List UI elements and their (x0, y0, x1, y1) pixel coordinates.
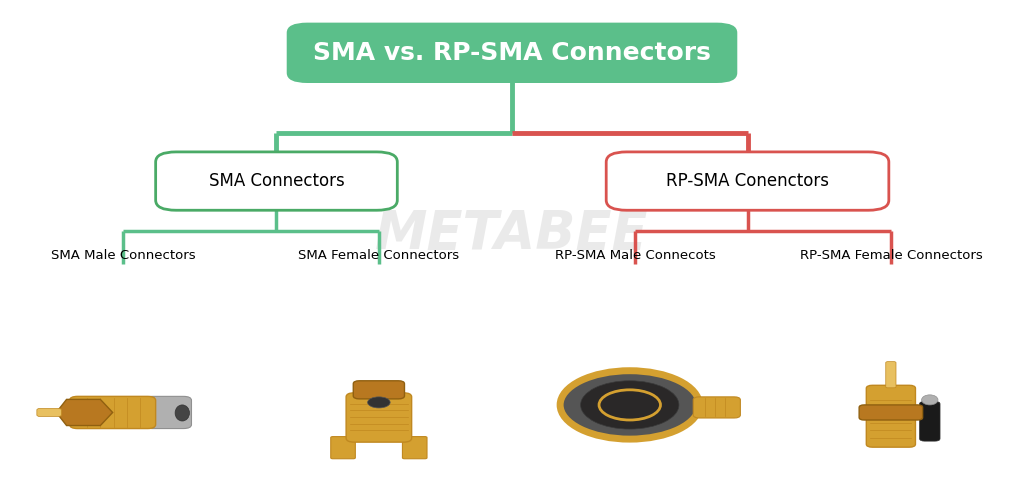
Circle shape (581, 381, 679, 429)
Polygon shape (56, 399, 113, 426)
Text: SMA Male Connectors: SMA Male Connectors (50, 248, 196, 262)
FancyBboxPatch shape (353, 381, 404, 399)
FancyBboxPatch shape (402, 437, 427, 459)
Text: SMA vs. RP-SMA Connectors: SMA vs. RP-SMA Connectors (313, 41, 711, 65)
Ellipse shape (175, 405, 189, 421)
Text: METABEE: METABEE (375, 208, 649, 260)
FancyBboxPatch shape (693, 397, 740, 418)
Text: SMA Connectors: SMA Connectors (209, 172, 344, 190)
FancyBboxPatch shape (606, 152, 889, 210)
Text: RP-SMA Male Connecots: RP-SMA Male Connecots (555, 248, 715, 262)
Ellipse shape (368, 397, 390, 408)
Text: RP-SMA Conenctors: RP-SMA Conenctors (666, 172, 829, 190)
FancyBboxPatch shape (37, 408, 61, 416)
Circle shape (560, 371, 699, 439)
FancyBboxPatch shape (70, 396, 156, 429)
Text: RP-SMA Female Connectors: RP-SMA Female Connectors (800, 248, 982, 262)
FancyBboxPatch shape (866, 385, 915, 447)
Ellipse shape (922, 395, 938, 405)
FancyBboxPatch shape (287, 23, 737, 83)
FancyBboxPatch shape (886, 362, 896, 388)
FancyBboxPatch shape (331, 437, 355, 459)
FancyBboxPatch shape (859, 405, 923, 420)
FancyBboxPatch shape (156, 152, 397, 210)
FancyBboxPatch shape (346, 393, 412, 442)
Text: SMA Female Connectors: SMA Female Connectors (298, 248, 460, 262)
FancyBboxPatch shape (144, 396, 191, 429)
FancyBboxPatch shape (920, 401, 940, 441)
